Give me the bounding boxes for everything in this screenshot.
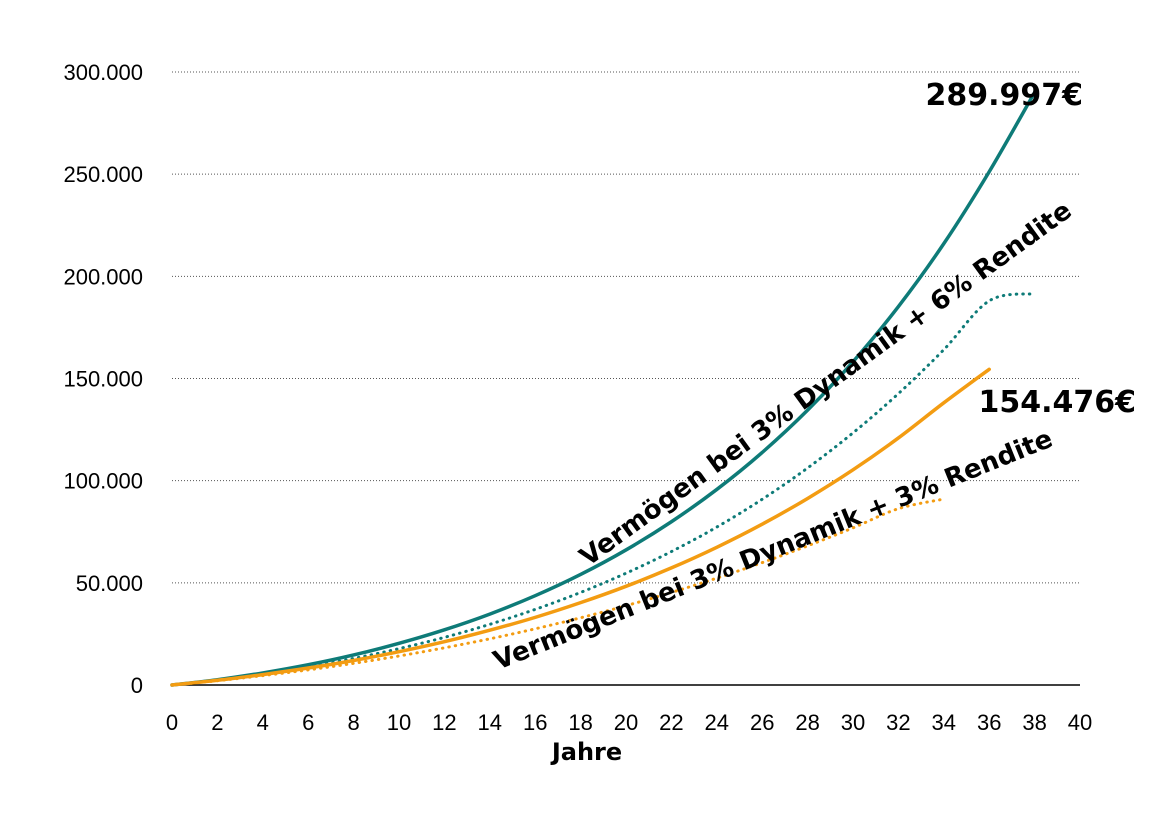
end-value-upper: 289.997€ xyxy=(925,78,1083,113)
series-line-3 xyxy=(170,367,991,687)
x-tick-label: 40 xyxy=(1068,710,1092,735)
x-tick-label: 2 xyxy=(211,710,223,735)
annotation-lower: Vermögen bei 3% Dynamik + 3% Rendite xyxy=(489,424,1057,677)
end-value-lower: 154.476€ xyxy=(978,385,1136,420)
x-tick-label: 10 xyxy=(387,710,411,735)
x-axis-ticks: 0 2 4 6 8 10 12 14 16 18 20 22 24 26 28 30 32 34 36 38 40 xyxy=(166,710,1092,735)
gridlines xyxy=(172,71,1080,686)
x-tick-label: 34 xyxy=(932,710,956,735)
x-axis-title: Jahre xyxy=(550,738,622,766)
x-tick-label: 20 xyxy=(614,710,638,735)
series-line-1 xyxy=(170,90,1037,687)
x-tick-label: 16 xyxy=(523,710,547,735)
x-tick-label: 6 xyxy=(302,710,314,735)
series-lines xyxy=(170,90,1037,687)
y-tick-label: 250.000 xyxy=(63,162,143,187)
x-tick-label: 30 xyxy=(841,710,865,735)
x-tick-label: 4 xyxy=(257,710,269,735)
x-tick-label: 8 xyxy=(347,710,359,735)
y-tick-label: 0 xyxy=(131,673,143,698)
x-tick-label: 26 xyxy=(750,710,774,735)
x-tick-label: 22 xyxy=(659,710,683,735)
y-tick-label: 200.000 xyxy=(63,264,143,289)
x-tick-label: 32 xyxy=(886,710,910,735)
x-tick-label: 38 xyxy=(1022,710,1046,735)
y-tick-label: 150.000 xyxy=(63,367,143,392)
x-tick-label: 12 xyxy=(432,710,456,735)
series-line-4 xyxy=(170,497,946,687)
y-tick-label: 50.000 xyxy=(76,571,143,596)
x-tick-label: 24 xyxy=(705,710,729,735)
y-tick-label: 300.000 xyxy=(63,60,143,85)
x-tick-label: 18 xyxy=(568,710,592,735)
x-tick-label: 0 xyxy=(166,710,178,735)
x-tick-label: 28 xyxy=(795,710,819,735)
x-tick-label: 14 xyxy=(478,710,502,735)
y-tick-label: 100.000 xyxy=(63,469,143,494)
y-axis-ticks: 0 50.000 100.000 150.000 200.000 250.000 300.0… xyxy=(63,60,143,698)
x-tick-label: 36 xyxy=(977,710,1001,735)
